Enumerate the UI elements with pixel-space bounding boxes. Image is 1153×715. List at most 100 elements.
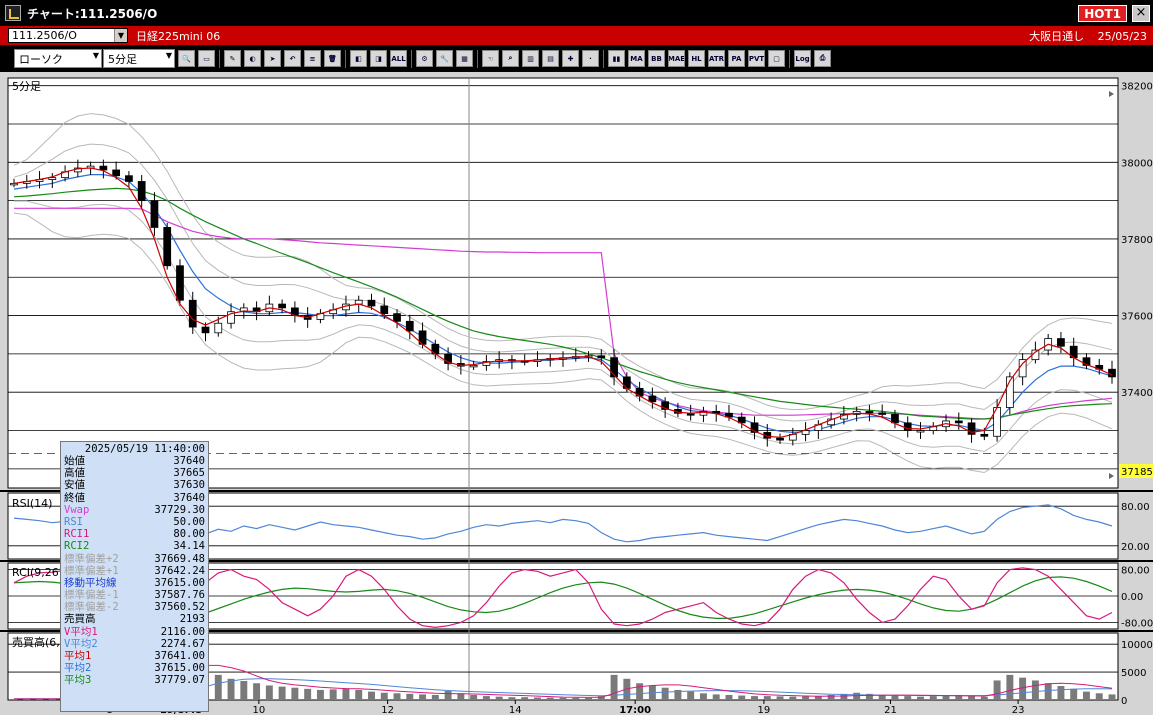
- cross-icon[interactable]: ✚: [562, 50, 579, 67]
- candle-body: [239, 307, 248, 313]
- chevron-down-icon[interactable]: ▼: [165, 51, 172, 60]
- atr-icon[interactable]: ATR: [708, 50, 725, 67]
- close-button[interactable]: ×: [1132, 5, 1150, 22]
- volume-bar: [329, 689, 337, 700]
- zoom-icon[interactable]: 🔍: [178, 50, 195, 67]
- volume-bar: [891, 695, 899, 700]
- volume-bar: [304, 688, 312, 700]
- info-row: 平均3 37779.07: [64, 674, 205, 686]
- candle-body: [469, 364, 478, 368]
- candle-body: [916, 430, 925, 433]
- volume-bar: [495, 696, 503, 700]
- info-value: 37615.00: [154, 662, 205, 675]
- market-info: 大阪日通し 25/05/23: [1019, 28, 1147, 44]
- info-value: 37560.52: [154, 601, 205, 614]
- candle-body: [801, 430, 810, 435]
- info-label: RCI1: [64, 528, 90, 541]
- info-value: 34.14: [173, 540, 205, 553]
- chart-icon[interactable]: ▥: [522, 50, 539, 67]
- data-info-panel: 2025/05/19 11:40:00 始値 37640 高値 37665 安値 3763…: [60, 441, 209, 712]
- symbol-bar: 111.2506/O ▼ 日経225mini 06 大阪日通し 25/05/23: [0, 26, 1153, 45]
- info-label: RCI2: [64, 540, 90, 553]
- print-icon[interactable]: ⎙: [814, 50, 831, 67]
- volume-bar: [789, 696, 797, 700]
- info-row: 売買高 2193: [64, 613, 205, 625]
- market-session: 大阪日通し: [1029, 30, 1085, 43]
- x-tick-label: 23: [1012, 705, 1025, 715]
- symbol-select[interactable]: 111.2506/O ▼: [8, 28, 128, 43]
- candle-body: [201, 326, 210, 334]
- chart-type-select[interactable]: ローソク ▼: [14, 49, 102, 68]
- bb-icon[interactable]: BB: [648, 50, 665, 67]
- cursor-icon[interactable]: ➤: [264, 50, 281, 67]
- candle-body: [1005, 376, 1014, 408]
- wrench-icon[interactable]: 🔧: [436, 50, 453, 67]
- undo-icon[interactable]: ↶: [284, 50, 301, 67]
- scroll-marker-icon: [1109, 473, 1114, 479]
- settings-icon[interactable]: ⚙: [416, 50, 433, 67]
- volume-bar: [968, 696, 976, 700]
- volume-bar: [265, 685, 273, 700]
- volume-bar: [904, 696, 912, 700]
- rci-pane-label: RCI(9,26): [12, 566, 63, 579]
- volume-bar: [444, 691, 452, 700]
- compare-icon[interactable]: ▤: [542, 50, 559, 67]
- toolbar-separator: [411, 49, 412, 68]
- color-icon[interactable]: ▦: [456, 50, 473, 67]
- mae-icon[interactable]: MAE: [668, 50, 685, 67]
- vwap-line: [14, 207, 1113, 420]
- log-icon[interactable]: Log: [794, 50, 811, 67]
- volume-bar: [738, 695, 746, 700]
- chevron-down-icon[interactable]: ▼: [114, 29, 127, 42]
- volume-bar: [725, 694, 733, 700]
- magnifier-icon[interactable]: ⌕: [502, 50, 519, 67]
- current-price-label: 37185: [1121, 467, 1153, 478]
- volume-bar: [853, 692, 861, 700]
- blank-icon[interactable]: ·: [582, 50, 599, 67]
- ma-icon[interactable]: MA: [628, 50, 645, 67]
- volume-bar: [36, 698, 44, 700]
- bar-right-icon[interactable]: ◨: [370, 50, 387, 67]
- candle-body: [878, 412, 887, 415]
- app-icon: [5, 5, 21, 21]
- info-label: 終値: [64, 491, 85, 504]
- x-tick-label: 14: [509, 705, 522, 715]
- hot-button[interactable]: HOT 1: [1078, 5, 1127, 22]
- candle-body: [597, 355, 606, 359]
- pvt-icon[interactable]: PVT: [748, 50, 765, 67]
- bollinger-band-line: [13, 212, 1113, 474]
- volume-bar: [1006, 674, 1014, 700]
- volume-bar: [585, 697, 593, 700]
- trash-icon[interactable]: 🗑: [324, 50, 341, 67]
- list-icon[interactable]: ≡: [304, 50, 321, 67]
- chart-area[interactable]: 3820038000378003760037400372005分足3718580…: [0, 72, 1153, 715]
- bar-left-icon[interactable]: ◧: [350, 50, 367, 67]
- candle-body: [137, 181, 146, 202]
- pattern-icon[interactable]: PA: [728, 50, 745, 67]
- candle-body: [278, 303, 286, 309]
- hl-icon[interactable]: HL: [688, 50, 705, 67]
- info-value: 2116.00: [160, 625, 205, 638]
- eraser-icon[interactable]: ◐: [244, 50, 261, 67]
- volume-bar: [546, 697, 554, 700]
- info-label: 標準偏差-2: [64, 601, 119, 614]
- volume-icon[interactable]: ▮▮: [608, 50, 625, 67]
- box-icon[interactable]: ▢: [768, 50, 785, 67]
- volume-bar: [508, 697, 516, 700]
- info-row: RCI2 34.14: [64, 540, 205, 552]
- info-label: 移動平均線: [64, 576, 117, 589]
- main-y-tick-label: 37800: [1121, 235, 1153, 246]
- hand-icon[interactable]: ☜: [482, 50, 499, 67]
- volume-bar: [1031, 680, 1039, 700]
- info-value: 37640: [173, 455, 205, 467]
- all-icon[interactable]: ALL: [390, 50, 407, 67]
- volume-bar: [355, 689, 363, 700]
- candle-body: [648, 395, 657, 403]
- info-value: 37642.24: [154, 564, 205, 577]
- pen-icon[interactable]: ✎: [224, 50, 241, 67]
- chevron-down-icon[interactable]: ▼: [92, 51, 99, 60]
- volume-bar: [878, 694, 886, 700]
- interval-value: 5分足: [108, 52, 137, 66]
- interval-select[interactable]: 5分足 ▼: [103, 49, 175, 68]
- window-icon[interactable]: ▭: [198, 50, 215, 67]
